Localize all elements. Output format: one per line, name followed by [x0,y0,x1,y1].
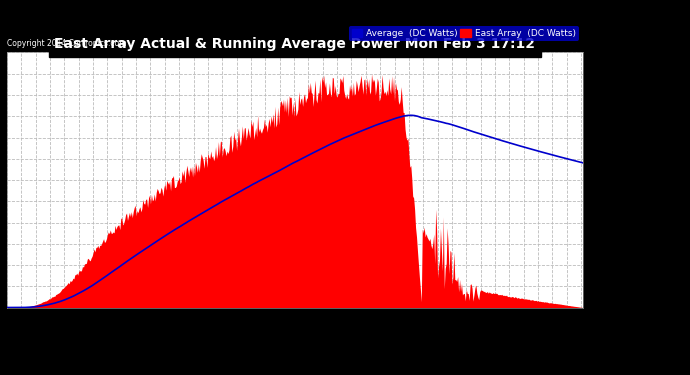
Legend: Average  (DC Watts), East Array  (DC Watts): Average (DC Watts), East Array (DC Watts… [349,26,578,41]
Title: East Array Actual & Running Average Power Mon Feb 3 17:12: East Array Actual & Running Average Powe… [55,38,535,51]
Text: Copyright 2014 Cartronics.com: Copyright 2014 Cartronics.com [7,39,126,48]
